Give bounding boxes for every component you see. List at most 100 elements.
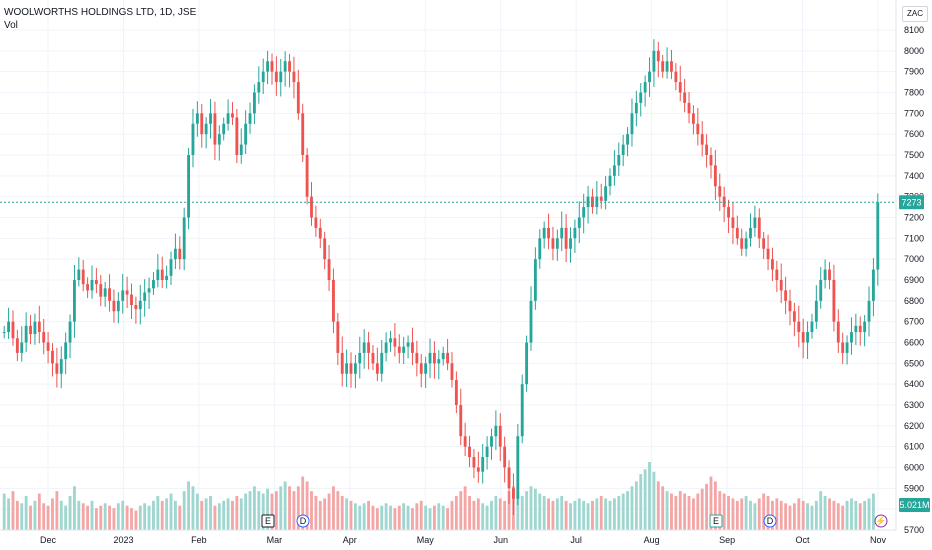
candle-body (384, 342, 388, 353)
time-axis[interactable]: Dec 2023 Feb Mar Apr May Jun Jul Aug Sep Oct Nov (40, 535, 887, 545)
candle-body (441, 352, 445, 360)
candle-body (643, 82, 647, 93)
candle-body (753, 217, 757, 228)
volume-bar (15, 500, 19, 530)
candle-body (244, 123, 248, 145)
earnings-marker (709, 514, 723, 528)
currency-button[interactable]: ZAC (902, 6, 928, 22)
volume-bar (81, 503, 85, 530)
candle-body (46, 342, 50, 351)
volume-bar (33, 500, 37, 530)
volume-bar (415, 503, 419, 530)
candle-body (169, 259, 173, 276)
dividend-marker (763, 514, 777, 528)
time-tick-label: Feb (191, 535, 207, 545)
candle-body (608, 175, 612, 187)
volume-bar (863, 500, 867, 530)
volume-bar (121, 500, 125, 530)
volume-bar (358, 505, 362, 530)
volume-bar (165, 498, 169, 530)
candle-body (705, 144, 709, 155)
volume-bar (713, 481, 717, 530)
candle-body (419, 363, 423, 374)
volume-bar (160, 500, 164, 530)
price-tick-label: 8000 (904, 46, 924, 56)
candle-body (73, 280, 76, 322)
candle-body (727, 207, 730, 218)
candle-body (411, 342, 414, 353)
candle-body (762, 238, 766, 249)
price-axis[interactable]: 8100800079007800770076007500740073007200… (904, 25, 924, 535)
candle-body (99, 284, 103, 297)
candle-body (463, 436, 467, 447)
candle-body (130, 294, 133, 305)
volume-bar (156, 496, 160, 530)
volume-bar (437, 503, 441, 530)
time-tick-label: Jul (570, 535, 582, 545)
candle-body (652, 50, 656, 72)
candle-body (358, 352, 362, 364)
volume-bar (586, 503, 590, 530)
last-price-badge (899, 195, 924, 210)
volume-bar (779, 500, 783, 530)
price-tick-label: 5700 (904, 525, 924, 535)
price-tick-label: 7700 (904, 108, 924, 118)
candle-body (718, 186, 722, 197)
volume-bar (296, 486, 300, 530)
volume-indicator-label[interactable]: Vol (4, 20, 18, 31)
volume-bar (595, 498, 599, 530)
candle-body (191, 123, 195, 155)
volume-bar (29, 505, 32, 530)
volume-bar (727, 496, 730, 530)
candles (2, 39, 880, 515)
volume-bar (696, 493, 700, 530)
candle-body (209, 113, 212, 124)
volume-bar (555, 498, 559, 530)
candle-body (683, 92, 687, 103)
volume-bar (828, 498, 831, 530)
candle-body (551, 238, 555, 249)
candle-body (248, 113, 252, 124)
volume-bar (661, 486, 665, 530)
chart-legend: WOOLWORTHS HOLDINGS LTD, 1D, JSE Vol (4, 6, 196, 32)
volume-bar (11, 491, 15, 530)
volume-bar (634, 481, 638, 530)
volume-bar (560, 496, 564, 530)
volume-bar (99, 505, 103, 530)
volume-bar (266, 488, 270, 530)
candle-body (792, 311, 796, 322)
event-marker-label: D (300, 516, 307, 526)
time-tick-label: Aug (644, 535, 660, 545)
candle-body (814, 300, 818, 322)
candle-body (823, 269, 827, 280)
price-tick-label: 6200 (904, 421, 924, 431)
candle-body (841, 342, 845, 353)
candle-body (713, 165, 717, 187)
candle-body (103, 288, 107, 297)
volume-bar (850, 498, 853, 530)
candle-body (235, 117, 239, 155)
volume-bar (678, 491, 682, 530)
volume-bar (643, 469, 647, 530)
candle-body (797, 321, 801, 333)
candle-body (310, 196, 313, 218)
volume-bar (784, 503, 788, 530)
volume-bar (766, 496, 770, 530)
price-tick-label: 6900 (904, 275, 924, 285)
volume-bar (367, 500, 370, 530)
volume-bar (573, 500, 577, 530)
volume-bar (103, 503, 107, 530)
event-marker-label: E (713, 516, 719, 526)
candle-body (24, 325, 28, 343)
volume-bar (665, 491, 669, 530)
candle-body (200, 113, 204, 135)
volume-bar (90, 500, 94, 530)
symbol-title[interactable]: WOOLWORTHS HOLDINGS LTD, 1D, JSE (4, 7, 197, 18)
volume-bar (42, 503, 46, 530)
volume-bar (46, 505, 50, 530)
volume-bar (305, 481, 309, 530)
candle-body (424, 363, 428, 374)
volume-bar (630, 486, 634, 530)
volume-bar (516, 493, 520, 530)
